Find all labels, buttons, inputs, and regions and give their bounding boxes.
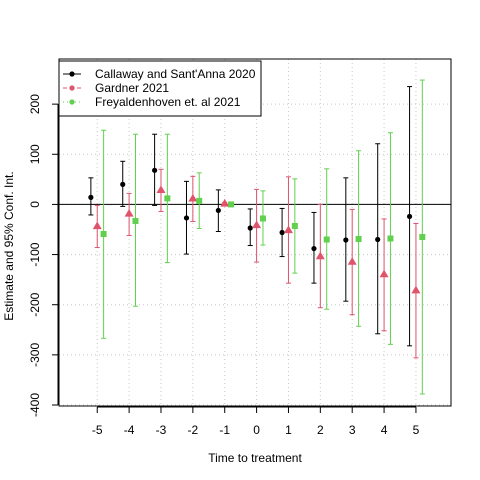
data-point-square: [323, 236, 330, 243]
data-point-circle: [311, 245, 317, 252]
data-point-triangle: [379, 269, 389, 278]
legend-entry-freyaldenhoven: Freyaldenhoven et. al 2021: [63, 95, 241, 109]
y-tick-label: -100: [28, 242, 42, 266]
data-point-triangle: [283, 225, 293, 234]
x-axis: -5 -4 -3 -2 -1 0 1 2 3 4 5: [92, 406, 420, 437]
legend-label-gardner: Gardner 2021: [95, 81, 169, 95]
data-point-circle: [247, 225, 253, 231]
x-tick-label: 2: [317, 423, 324, 437]
data-point-square: [228, 201, 235, 208]
data-point-circle: [120, 181, 126, 187]
data-point-triangle: [411, 285, 421, 294]
data-point-square: [259, 215, 266, 222]
series-0: [88, 86, 413, 347]
data-point-circle: [406, 213, 413, 220]
data-point-triangle: [156, 185, 166, 194]
y-tick-label: 200: [28, 94, 42, 114]
data-point-square: [164, 195, 171, 202]
data-point-square: [419, 234, 426, 241]
data-point-circle: [183, 215, 190, 221]
legend-box: [58, 60, 262, 117]
legend-marker-freyaldenhoven: [69, 99, 75, 105]
data-point-circle: [279, 229, 285, 236]
data-point-circle: [88, 194, 94, 200]
legend-entry-callaway: Callaway and Sant'Anna 2020: [63, 67, 256, 81]
y-tick-label: 0: [28, 201, 42, 208]
data-point-square: [387, 235, 394, 242]
legend-label-callaway: Callaway and Sant'Anna 2020: [95, 67, 256, 81]
x-tick-label: 3: [349, 423, 356, 437]
legend-label-freyaldenhoven: Freyaldenhoven et. al 2021: [95, 95, 241, 109]
y-axis: -400 -300 -200 -100 0 100 200: [28, 94, 59, 417]
x-tick-label: -3: [156, 423, 167, 437]
data-point-triangle: [92, 221, 102, 230]
data-point-circle: [343, 237, 349, 243]
data-point-triangle: [188, 193, 198, 202]
data-point-triangle: [252, 220, 262, 229]
x-tick-label: 4: [381, 423, 388, 437]
x-tick-label: -2: [188, 423, 199, 437]
data-point-circle: [375, 236, 381, 243]
data-point-triangle: [220, 198, 230, 207]
x-tick-label: -5: [92, 423, 103, 437]
data-point-square: [132, 217, 139, 224]
data-point-triangle: [315, 251, 325, 260]
y-tick-label: -400: [28, 393, 42, 417]
x-axis-title: Time to treatment: [208, 451, 302, 465]
series-layer: [88, 79, 426, 395]
legend-entry-gardner: Gardner 2021: [63, 81, 169, 95]
data-point-square: [291, 222, 298, 229]
legend: Callaway and Sant'Anna 2020 Gardner 2021…: [58, 60, 262, 117]
x-tick-label: -1: [219, 423, 230, 437]
data-point-square: [196, 197, 203, 204]
series-2: [100, 79, 426, 395]
y-axis-title: Estimate and 95% Conf. Int.: [2, 171, 16, 320]
legend-marker-gardner: [69, 85, 75, 91]
series-1: [92, 168, 421, 359]
data-point-triangle: [347, 257, 357, 265]
x-tick-label: 5: [413, 423, 420, 437]
y-tick-label: 100: [28, 144, 42, 164]
x-tick-label: 0: [253, 423, 260, 437]
legend-marker-callaway: [69, 71, 75, 77]
data-point-circle: [152, 167, 158, 173]
plot-frame: [58, 58, 452, 407]
data-point-square: [355, 236, 362, 243]
data-point-triangle: [124, 208, 134, 217]
x-tick-label: 1: [285, 423, 292, 437]
y-tick-label: -200: [28, 292, 42, 316]
x-tick-label: -4: [124, 423, 135, 437]
y-tick-label: -300: [28, 343, 42, 367]
data-point-square: [100, 231, 107, 238]
data-point-circle: [215, 207, 221, 214]
